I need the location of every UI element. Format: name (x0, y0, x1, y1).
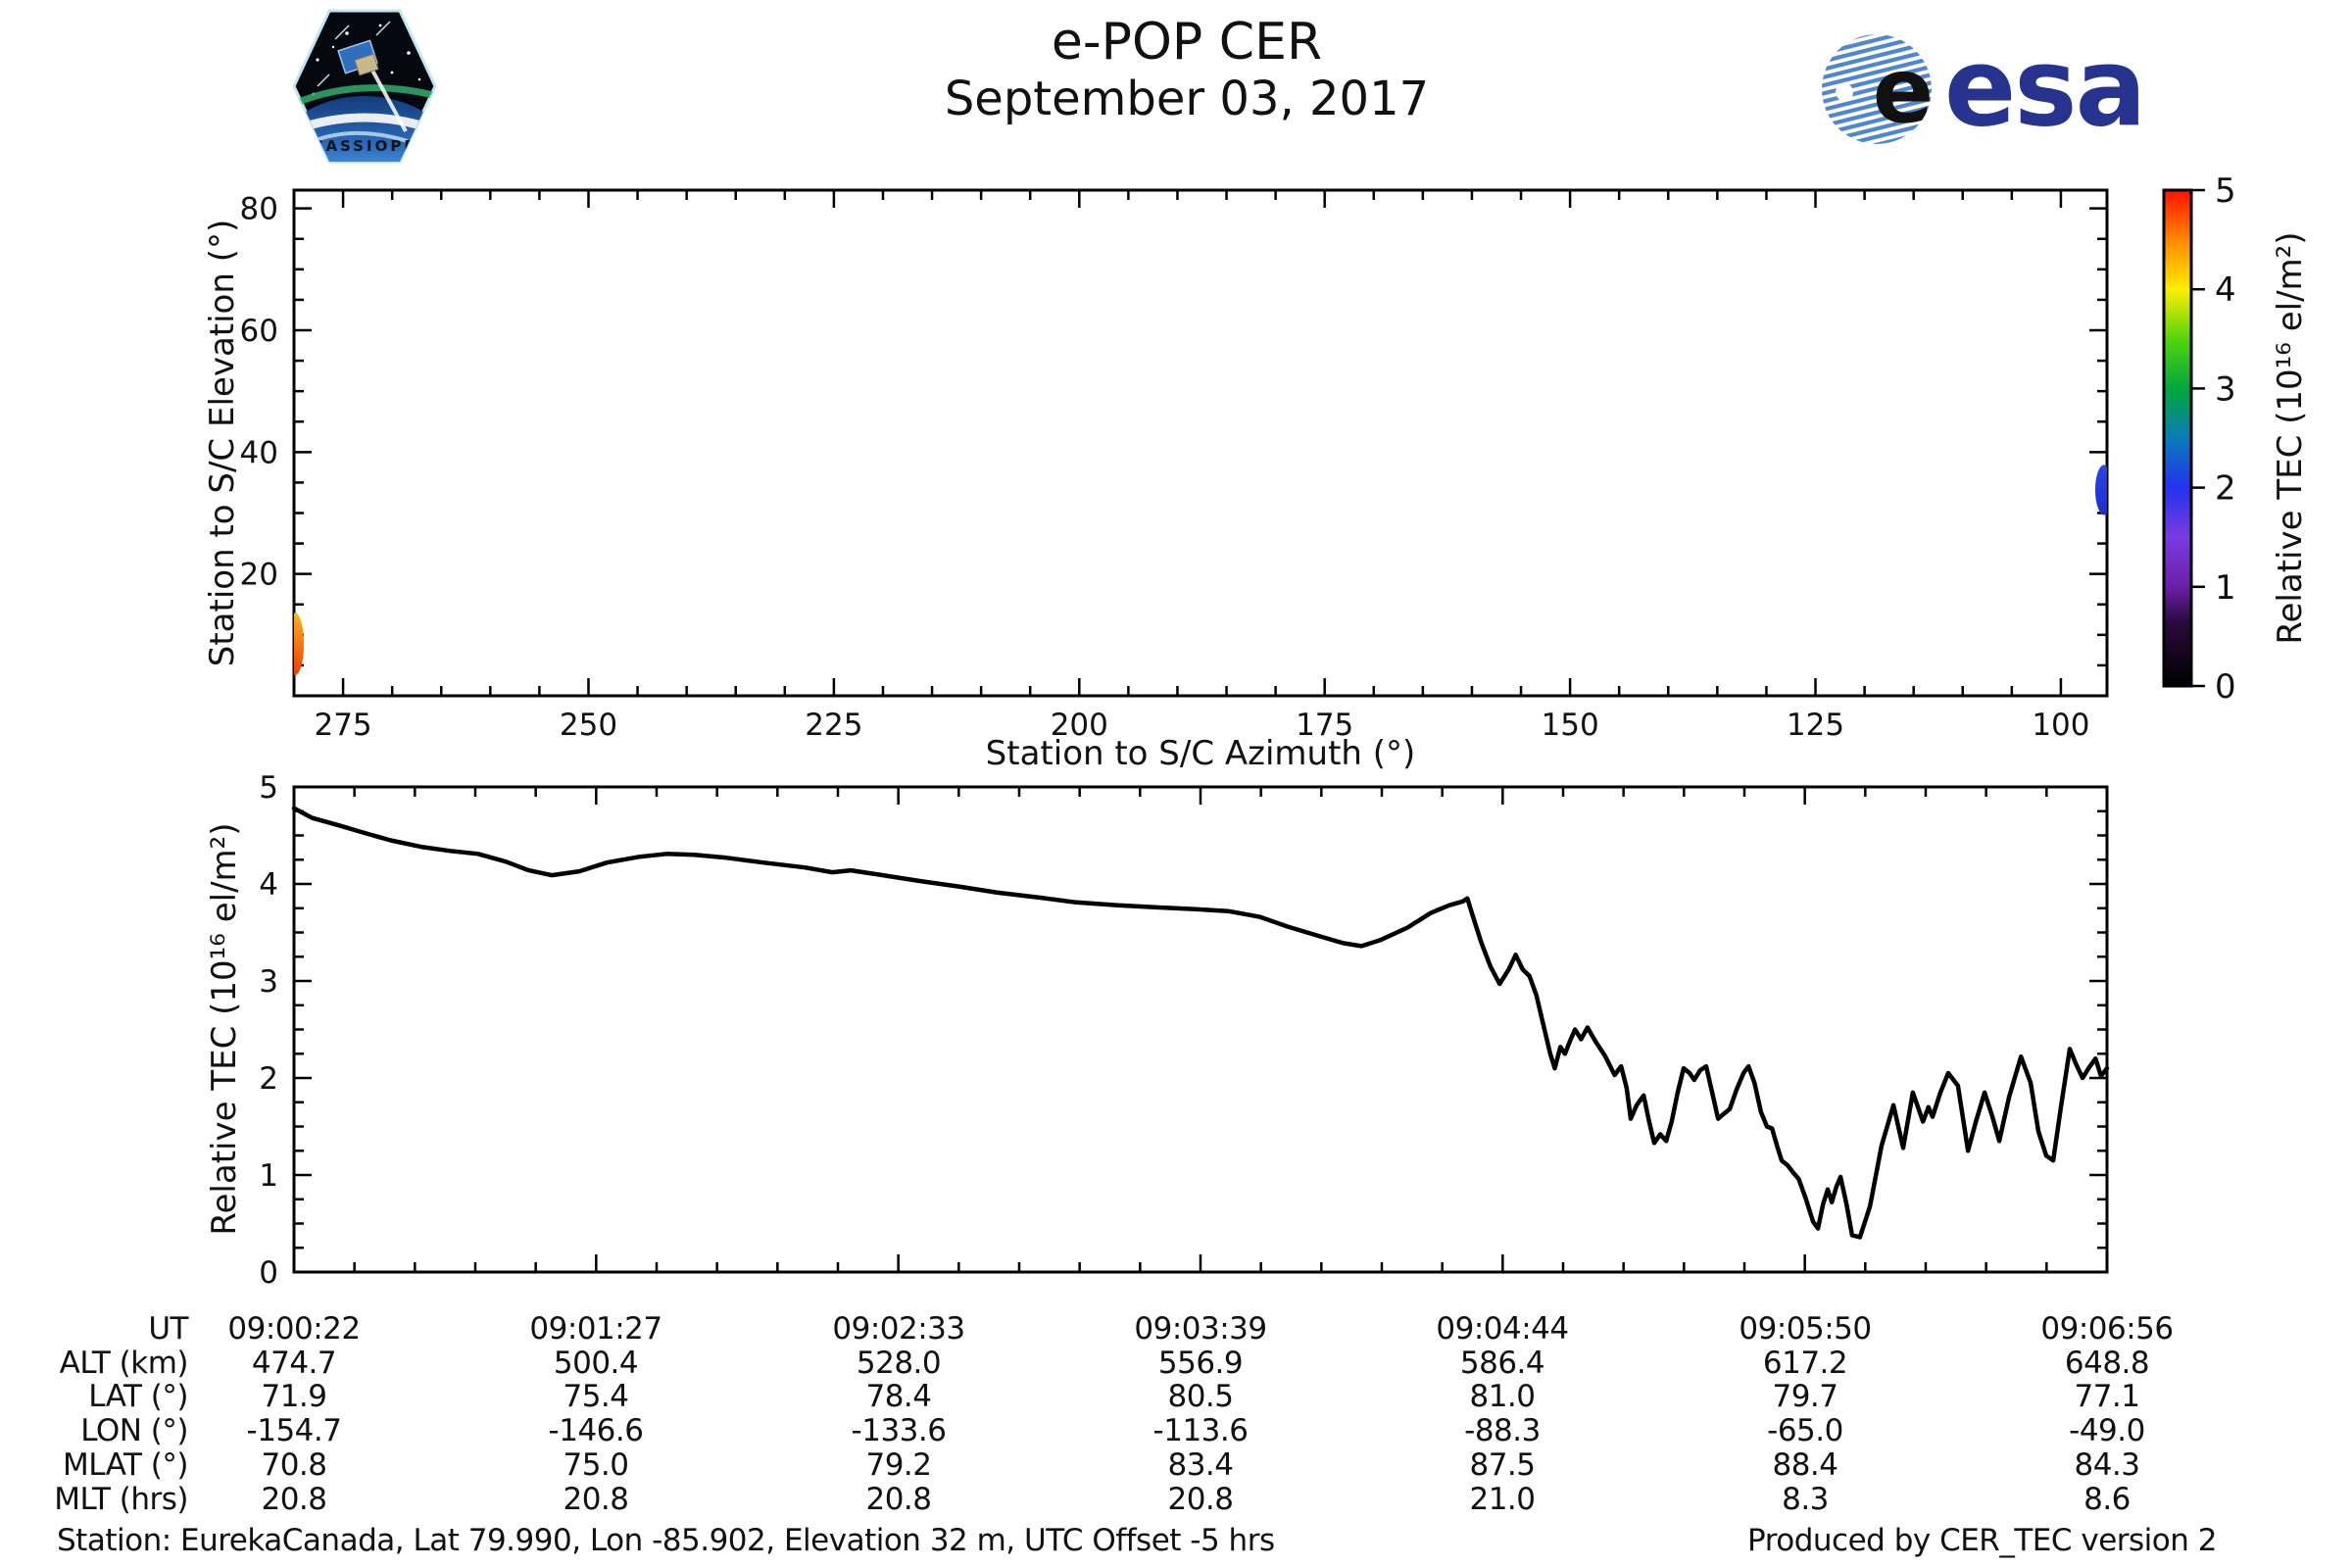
svg-text:5: 5 (2215, 172, 2236, 211)
svg-text:3: 3 (259, 964, 278, 1000)
satellite (317, 21, 391, 87)
svg-text:5: 5 (259, 770, 278, 806)
esa-wordmark: esa (1944, 25, 2146, 152)
bottom-yaxis-label: Relative TEC (10¹⁶ el/m²) (205, 822, 244, 1235)
produced-by: Produced by CER_TEC version 2 (1747, 1523, 2217, 1558)
svg-text:150: 150 (1542, 708, 1599, 743)
svg-text:100: 100 (2032, 708, 2089, 743)
esa-globe-icon: e (1822, 34, 1932, 144)
cassiope-mission-patch: CASSIOPE (292, 9, 437, 164)
svg-text:275: 275 (314, 708, 371, 743)
elevation-azimuth-plot: 100 125 150 175 200 225 250 275 20 40 60 80 (240, 188, 2109, 743)
colorbar-label: Relative TEC (10¹⁶ el/m²) (2271, 231, 2310, 644)
colorbar-gradient (2162, 188, 2193, 688)
svg-text:0: 0 (2215, 667, 2236, 707)
top-plot-frame (292, 188, 2109, 698)
svg-text:40: 40 (240, 435, 278, 470)
page-date: September 03, 2017 (944, 71, 1430, 126)
tec-curve (291, 806, 2110, 1240)
top-yaxis-label: Station to S/C Elevation (°) (203, 220, 242, 666)
svg-text:60: 60 (240, 314, 278, 349)
svg-text:175: 175 (1296, 708, 1353, 743)
svg-text:4: 4 (259, 867, 278, 903)
svg-text:200: 200 (1051, 708, 1108, 743)
svg-text:250: 250 (560, 708, 617, 743)
svg-text:4: 4 (2215, 270, 2236, 310)
colorbar: 0 1 2 3 4 5 (2162, 172, 2236, 707)
track-segment (2094, 465, 2107, 515)
page-title: e-POP CER (1051, 13, 1323, 72)
svg-text:2: 2 (259, 1061, 278, 1097)
svg-text:20: 20 (240, 558, 278, 593)
esa-logo: e esa (1819, 25, 2146, 152)
svg-text:2: 2 (2215, 469, 2236, 509)
svg-text:3: 3 (2215, 369, 2236, 409)
bottom-plot-frame (292, 785, 2109, 1274)
tec-timeseries-plot: 0 1 2 3 4 5 (259, 770, 2110, 1291)
title-block: e-POP CER September 03, 2017 (11, 13, 2352, 126)
svg-text:225: 225 (805, 708, 862, 743)
svg-text:1: 1 (259, 1158, 278, 1194)
svg-text:125: 125 (1787, 708, 1844, 743)
track-segment (294, 612, 304, 675)
beam (368, 66, 408, 132)
cassiope-patch-label: CASSIOPE (312, 137, 416, 155)
svg-text:0: 0 (259, 1255, 278, 1291)
station-info: Station: EurekaCanada, Lat 79.990, Lon -… (57, 1523, 1275, 1558)
aurora-arc (294, 84, 435, 108)
svg-text:1: 1 (2215, 568, 2236, 608)
top-xaxis-label: Station to S/C Azimuth (°) (986, 734, 1416, 773)
svg-text:80: 80 (240, 192, 278, 227)
